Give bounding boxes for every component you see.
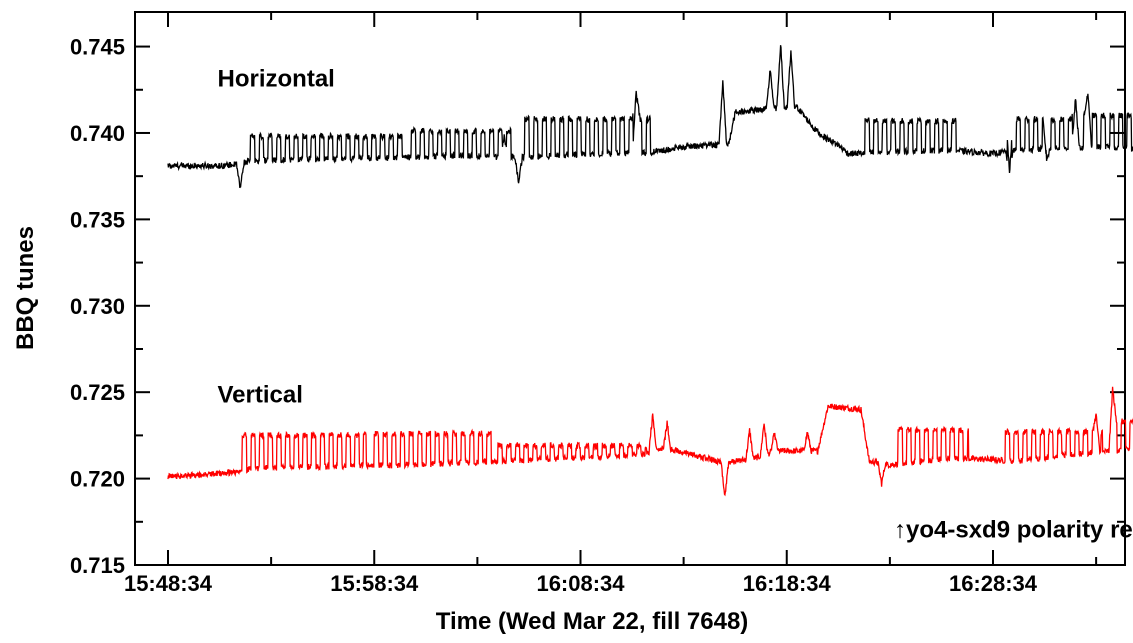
x-tick-label: 15:48:34 xyxy=(124,571,213,596)
x-tick-label: 16:18:34 xyxy=(743,571,832,596)
polarity-reversal-annotation: ↑yo4-sxd9 polarity reversal xyxy=(894,516,1133,543)
x-tick-labels: 15:48:34 15:58:34 16:08:34 16:18:34 16:28:34… xyxy=(124,571,1038,596)
x-tick-label: 15:58:34 xyxy=(330,571,419,596)
plot-frame xyxy=(134,11,1126,566)
y-tick-labels: 0.715 0.720 0.725 0.730 0.735 0.740 0.745 xyxy=(70,35,125,578)
series-line-vertical xyxy=(167,386,1133,497)
y-tick-label: 0.745 xyxy=(70,35,125,60)
y-tick-label: 0.725 xyxy=(70,380,125,405)
y-tick-label: 0.735 xyxy=(70,207,125,232)
y-tick-label: 0.720 xyxy=(70,467,125,492)
x-axis-label: Time (Wed Mar 22, fill 7648) xyxy=(436,608,749,635)
annotations: Horizontal Vertical ↑yo4-sxd9 polarity rev… xyxy=(218,65,1133,543)
y-tick-label: 0.730 xyxy=(70,294,125,319)
x-tick-label: 16:28:34 xyxy=(949,571,1038,596)
y-axis-label: BBQ tunes xyxy=(12,226,39,350)
y-tick-label: 0.740 xyxy=(70,121,125,146)
series-label-vertical: Vertical xyxy=(218,382,303,409)
x-tick-label: 16:08:34 xyxy=(536,571,625,596)
series-line-horizontal xyxy=(167,45,1133,189)
series-label-horizontal: Horizontal xyxy=(218,65,335,92)
axis-ticks xyxy=(135,12,1125,566)
series-lines xyxy=(167,45,1133,497)
y-tick-label: 0.715 xyxy=(70,553,125,578)
